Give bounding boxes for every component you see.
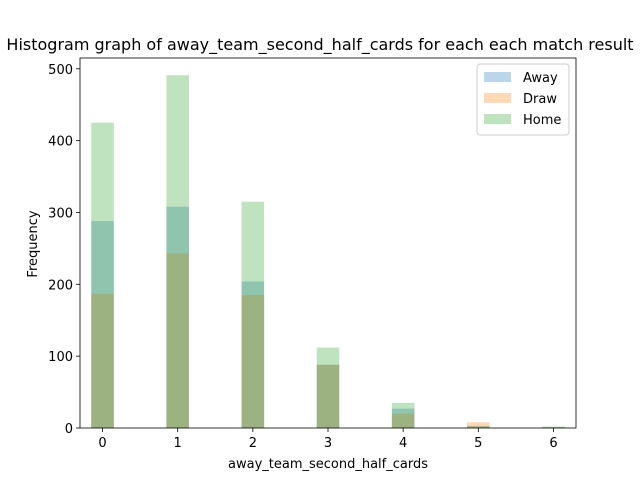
y-tick-label: 500 [48, 63, 73, 78]
bar-draw-5 [467, 422, 490, 428]
legend-swatch-draw [484, 93, 511, 103]
bar-home-6 [542, 426, 565, 428]
bar-home-0 [91, 122, 114, 429]
bar-away-4 [391, 408, 415, 428]
bar-away-5 [467, 425, 490, 428]
bar-draw-1 [166, 253, 189, 428]
bar-away-1 [166, 206, 189, 428]
x-tick-label: 5 [474, 436, 482, 451]
legend-label-draw: Draw [523, 92, 557, 107]
y-tick-label: 400 [48, 135, 73, 150]
legend-label-home: Home [523, 113, 561, 128]
series-home [91, 75, 565, 429]
x-tick-label: 4 [399, 436, 407, 451]
x-tick-label: 0 [98, 436, 106, 451]
y-tick-label: 100 [48, 350, 73, 365]
y-tick-label: 0 [65, 422, 73, 437]
bar-home-2 [241, 201, 265, 428]
legend-box [476, 63, 570, 136]
x-tick-label: 2 [249, 436, 257, 451]
bar-away-2 [241, 281, 265, 428]
series-draw [91, 253, 565, 428]
bar-home-5 [467, 426, 490, 428]
bar-home-3 [316, 347, 340, 428]
bar-home-1 [166, 75, 189, 428]
y-tick-label: 200 [48, 278, 73, 293]
legend-swatch-home [484, 114, 511, 124]
bar-home-4 [391, 402, 415, 428]
x-axis-label: away_team_second_half_cards [228, 457, 428, 472]
chart-title: Histogram graph of away_team_second_half… [6, 35, 633, 55]
bar-draw-2 [241, 295, 265, 428]
legend-label-away: Away [523, 71, 558, 86]
y-tick-label: 300 [48, 206, 73, 221]
x-tick-label: 3 [324, 436, 332, 451]
series-away [91, 206, 565, 428]
legend-swatch-away [484, 72, 511, 82]
bar-away-0 [91, 221, 114, 428]
bar-draw-0 [91, 293, 114, 428]
x-tick-label: 1 [174, 436, 182, 451]
bar-draw-3 [316, 364, 340, 428]
x-tick-label: 6 [549, 436, 557, 451]
y-axis-label: Frequency [26, 210, 41, 277]
plot-area: 0 1 2 3 4 5 6 0 100 200 300 400 500 [48, 57, 577, 451]
bar-away-3 [316, 364, 340, 428]
bar-draw-4 [391, 413, 415, 428]
legend: Away Draw Home [476, 63, 570, 136]
